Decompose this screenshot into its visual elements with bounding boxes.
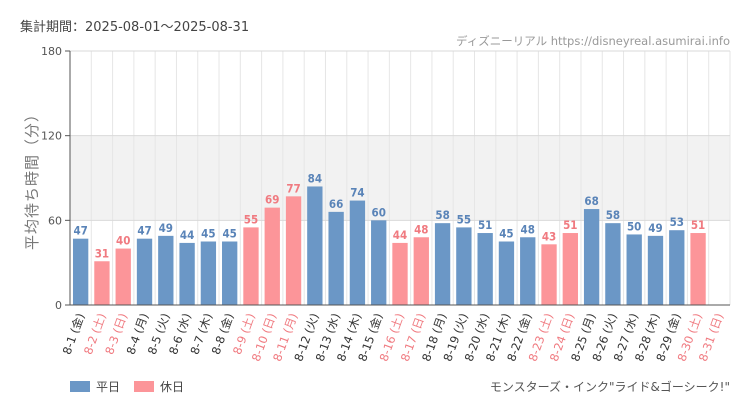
bar bbox=[669, 230, 685, 305]
bar-value-label: 43 bbox=[542, 229, 556, 243]
shaded-band bbox=[70, 135, 730, 221]
bar bbox=[541, 244, 557, 305]
bar-value-label: 77 bbox=[286, 181, 300, 195]
bar bbox=[307, 186, 323, 305]
bar-value-label: 50 bbox=[627, 219, 641, 233]
bar bbox=[285, 196, 302, 305]
bar bbox=[392, 242, 408, 305]
bar bbox=[94, 261, 110, 305]
bar bbox=[456, 227, 472, 305]
attraction-name: モンスターズ・インク"ライド&ゴーシーク!" bbox=[489, 380, 730, 394]
legend-label: 休日 bbox=[160, 380, 185, 394]
bar-value-label: 58 bbox=[435, 208, 449, 222]
y-tick-label: 60 bbox=[48, 214, 62, 227]
grid bbox=[69, 50, 731, 306]
bar bbox=[158, 235, 174, 305]
bar-value-label: 49 bbox=[648, 221, 662, 235]
bar-value-label: 45 bbox=[201, 227, 215, 241]
bar-value-label: 60 bbox=[372, 205, 386, 219]
bar-value-label: 53 bbox=[670, 215, 684, 229]
y-tick-label: 180 bbox=[41, 45, 62, 58]
bar-value-label: 74 bbox=[350, 186, 364, 200]
bar-value-label: 51 bbox=[563, 218, 577, 232]
legend-swatch bbox=[134, 381, 155, 392]
legend-item: 休日 bbox=[134, 378, 184, 395]
y-tick-labels: 0 60 120 180 bbox=[41, 45, 62, 312]
y-axis-title: 平均待ち時間（分） bbox=[23, 106, 41, 250]
bar bbox=[434, 223, 451, 305]
band-rect bbox=[70, 135, 730, 221]
bar-value-label: 55 bbox=[244, 212, 258, 226]
bar-value-label: 69 bbox=[265, 193, 279, 207]
bar bbox=[583, 209, 600, 305]
bar bbox=[243, 227, 259, 305]
bar bbox=[562, 233, 578, 305]
period-label: 集計期間：2025-08-01〜2025-08-31 bbox=[20, 20, 250, 35]
bar-value-label: 40 bbox=[116, 234, 130, 248]
bar bbox=[477, 233, 493, 305]
bar-value-label: 58 bbox=[606, 208, 620, 222]
bar bbox=[222, 241, 238, 305]
bar-value-label: 48 bbox=[414, 222, 428, 236]
bar-value-label: 48 bbox=[521, 222, 535, 236]
x-tick-labels: 8-1 (金)8-2 (土)8-3 (日)8-4 (月)8-5 (火)8-6 (… bbox=[60, 311, 727, 363]
bar bbox=[72, 238, 89, 305]
bar-value-label: 47 bbox=[73, 224, 87, 238]
bar-value-label: 45 bbox=[222, 227, 236, 241]
bar-value-label: 44 bbox=[180, 228, 194, 242]
bar bbox=[179, 242, 195, 305]
legend: 平日 休日 bbox=[70, 378, 198, 395]
bar bbox=[136, 238, 153, 305]
bar bbox=[349, 200, 366, 305]
bar-value-label: 51 bbox=[478, 218, 492, 232]
bar bbox=[690, 233, 706, 305]
bar bbox=[626, 234, 642, 305]
bar-value-label: 49 bbox=[159, 221, 173, 235]
bar bbox=[647, 235, 664, 305]
bar-value-label: 44 bbox=[393, 228, 407, 242]
source-credit: ディズニーリアル https://disneyreal.asumirai.inf… bbox=[456, 34, 730, 48]
bar bbox=[264, 207, 280, 305]
bar bbox=[413, 237, 429, 305]
bar-value-label: 51 bbox=[691, 218, 705, 232]
bars bbox=[72, 186, 706, 305]
y-tick-label: 120 bbox=[41, 130, 62, 143]
bar bbox=[115, 248, 131, 305]
y-tick-label: 0 bbox=[55, 299, 62, 312]
bar bbox=[371, 220, 387, 305]
bar-value-label: 66 bbox=[329, 197, 343, 211]
data-labels: 47 31 40 47 49 44 45 45 55 69 77 84 66 74 60 44 48 58 55 51… bbox=[73, 171, 705, 260]
bar-value-label: 68 bbox=[584, 194, 598, 208]
legend-swatch bbox=[70, 381, 90, 392]
bar bbox=[520, 237, 536, 305]
bar bbox=[200, 241, 217, 305]
legend-label: 平日 bbox=[96, 380, 121, 394]
bar-value-label: 55 bbox=[457, 212, 471, 226]
bar-value-label: 45 bbox=[499, 227, 513, 241]
bar bbox=[605, 223, 621, 305]
bar bbox=[328, 211, 344, 305]
axes bbox=[65, 50, 730, 306]
bar bbox=[498, 241, 515, 305]
bar-value-label: 31 bbox=[95, 246, 109, 260]
bar-value-label: 84 bbox=[308, 171, 322, 185]
bar-value-label: 47 bbox=[137, 224, 151, 238]
legend-item: 平日 bbox=[70, 378, 120, 395]
